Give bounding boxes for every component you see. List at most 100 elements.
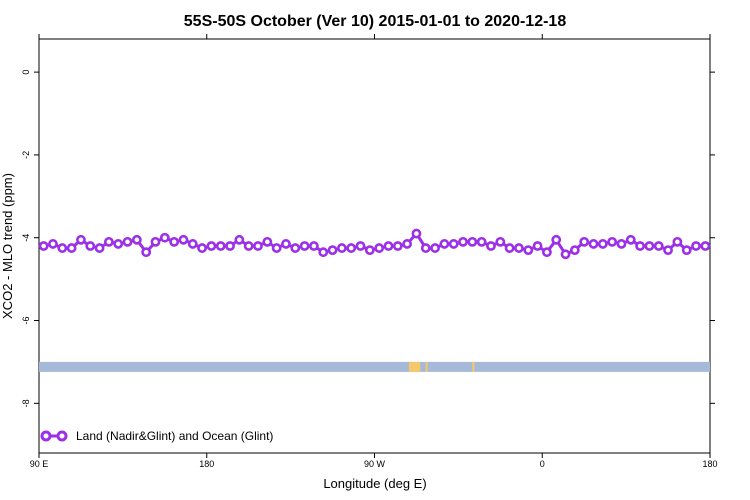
x-tick-label: 180: [199, 459, 214, 469]
data-point: [76, 234, 86, 245]
data-point: [159, 232, 170, 243]
data-point: [597, 239, 608, 249]
y-tick-label: -8: [21, 399, 31, 407]
data-point: [430, 243, 440, 253]
data-point: [355, 241, 366, 251]
data-point: [206, 241, 217, 251]
land-ocean-band-layer: [39, 361, 710, 372]
data-point: [215, 241, 226, 251]
data-point: [504, 243, 515, 253]
chart-title: 55S-50S October (Ver 10) 2015-01-01 to 2…: [184, 13, 567, 30]
data-point: [327, 245, 338, 256]
y-tick-label: -6: [21, 317, 31, 325]
legend-swatch-marker: [40, 430, 52, 442]
data-point: [85, 241, 96, 251]
data-point: [57, 243, 68, 253]
data-point: [346, 243, 357, 253]
data-point: [150, 236, 161, 247]
coverage-band: [39, 361, 710, 372]
legend-label: Land (Nadir&Glint) and Ocean (Glint): [76, 429, 273, 443]
land-mark: [416, 361, 419, 372]
data-point: [467, 236, 478, 247]
data-point: [94, 243, 105, 253]
data-point: [122, 236, 133, 247]
y-axis-ticks: 0 -2 -4 -6 -8: [21, 70, 715, 407]
data-point: [579, 236, 590, 247]
x-tick-label: 90 W: [364, 459, 386, 469]
data-point: [103, 236, 114, 247]
data-point: [439, 239, 450, 249]
data-point: [178, 234, 189, 245]
data-point: [225, 241, 235, 251]
y-tick-label: 0: [21, 70, 31, 75]
data-point: [588, 239, 599, 249]
data-point: [653, 241, 664, 251]
data-point: [411, 228, 422, 239]
data-point: [681, 245, 692, 256]
data-point: [402, 239, 413, 249]
data-point: [66, 243, 77, 253]
data-point: [187, 239, 198, 249]
data-point: [309, 241, 319, 251]
data-point: [364, 245, 375, 256]
data-point: [700, 241, 711, 251]
data-point: [374, 243, 385, 253]
data-point: [392, 241, 403, 251]
data-point: [663, 245, 673, 256]
data-point: [131, 234, 142, 245]
x-tick-label: 90 E: [30, 459, 49, 469]
data-point: [691, 241, 701, 251]
y-tick-label: -4: [21, 234, 31, 242]
data-point: [271, 243, 282, 253]
data-point: [542, 247, 552, 258]
data-point: [243, 241, 254, 251]
data-point: [48, 239, 58, 249]
data-point: [458, 236, 468, 247]
series-layer: [38, 228, 711, 260]
data-point: [299, 241, 310, 251]
data-point: [290, 243, 301, 253]
data-point: [625, 234, 636, 245]
land-mark: [408, 361, 411, 372]
data-point: [514, 243, 524, 253]
data-point: [448, 239, 459, 249]
data-point: [644, 241, 655, 251]
data-point: [281, 239, 291, 249]
data-point: [607, 236, 618, 247]
x-tick-label: 180: [702, 459, 717, 469]
x-axis-ticks: 90 E 180 90 W 0 180: [30, 34, 718, 469]
data-point: [169, 236, 180, 247]
y-axis-label: XCO2 - MLO trend (ppm): [0, 173, 15, 319]
data-point: [318, 247, 329, 258]
data-point: [532, 241, 543, 251]
land-mark: [410, 361, 413, 372]
data-point: [234, 234, 245, 245]
land-mark: [412, 361, 415, 372]
data-point: [253, 241, 263, 251]
land-mark: [414, 361, 417, 372]
legend-swatch-marker: [56, 430, 68, 442]
data-point: [551, 234, 562, 245]
data-point: [420, 243, 431, 253]
legend: Land (Nadir&Glint) and Ocean (Glint): [40, 429, 273, 443]
land-mark: [472, 361, 475, 372]
data-point: [495, 236, 506, 247]
data-point: [560, 249, 571, 260]
data-point: [38, 241, 49, 251]
data-point: [523, 245, 534, 256]
data-point: [476, 236, 487, 247]
x-tick-label: 0: [540, 459, 545, 469]
data-point: [383, 241, 394, 251]
y-tick-label: -2: [21, 151, 31, 159]
data-point: [113, 239, 124, 249]
x-axis-label: Longitude (deg E): [323, 476, 426, 491]
land-mark: [425, 361, 428, 372]
data-point: [635, 241, 646, 251]
data-point: [486, 241, 496, 251]
data-point: [197, 243, 207, 253]
data-point: [616, 239, 627, 249]
data-point: [672, 236, 683, 247]
data-point: [569, 245, 580, 256]
data-point: [336, 243, 347, 253]
